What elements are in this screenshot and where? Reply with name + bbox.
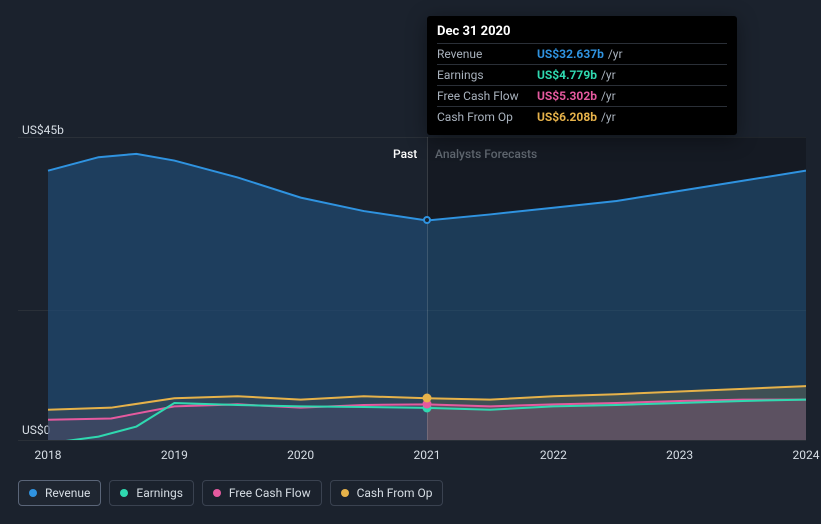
hover-tooltip: Dec 31 2020 RevenueUS$32.637b/yrEarnings… xyxy=(427,16,737,135)
tooltip-unit: /yr xyxy=(601,89,616,103)
x-tick: 2022 xyxy=(540,448,567,462)
tooltip-value: US$4.779b xyxy=(537,68,597,82)
tooltip-value: US$32.637b xyxy=(537,47,604,61)
tooltip-row-revenue: RevenueUS$32.637b/yr xyxy=(437,43,727,64)
tooltip-date: Dec 31 2020 xyxy=(437,24,727,43)
x-tick: 2024 xyxy=(793,448,820,462)
hover-marker-cash_from_op xyxy=(423,394,432,403)
tooltip-label: Revenue xyxy=(437,47,537,61)
tooltip-unit: /yr xyxy=(601,110,616,124)
legend-label: Earnings xyxy=(136,486,183,500)
legend-item-free_cash_flow[interactable]: Free Cash Flow xyxy=(202,480,322,506)
legend-label: Revenue xyxy=(45,486,90,500)
tooltip-row-cash_from_op: Cash From OpUS$6.208b/yr xyxy=(437,106,727,127)
legend-swatch xyxy=(120,489,128,497)
x-tick: 2019 xyxy=(161,448,188,462)
tooltip-unit: /yr xyxy=(601,68,616,82)
legend-swatch xyxy=(29,489,37,497)
tooltip-value: US$6.208b xyxy=(537,110,597,124)
legend-item-cash_from_op[interactable]: Cash From Op xyxy=(330,480,444,506)
legend: Revenue Earnings Free Cash Flow Cash From O… xyxy=(18,480,443,506)
legend-label: Free Cash Flow xyxy=(229,486,311,500)
tooltip-label: Free Cash Flow xyxy=(437,89,537,103)
tooltip-value: US$5.302b xyxy=(537,89,597,103)
gridline-bot xyxy=(18,440,806,441)
tooltip-label: Earnings xyxy=(437,68,537,82)
financials-chart: Dec 31 2020 RevenueUS$32.637b/yrEarnings… xyxy=(0,0,821,524)
x-tick: 2020 xyxy=(287,448,314,462)
legend-swatch xyxy=(213,489,221,497)
legend-label: Cash From Op xyxy=(357,486,433,500)
tooltip-row-earnings: EarningsUS$4.779b/yr xyxy=(437,64,727,85)
x-tick: 2018 xyxy=(35,448,62,462)
tooltip-label: Cash From Op xyxy=(437,110,537,124)
chart-area[interactable]: US$45b US$0 Past Analysts Forecasts xyxy=(18,120,806,440)
x-tick: 2021 xyxy=(414,448,441,462)
legend-item-earnings[interactable]: Earnings xyxy=(109,480,194,506)
tooltip-unit: /yr xyxy=(608,47,623,61)
x-tick: 2023 xyxy=(666,448,693,462)
tooltip-row-free_cash_flow: Free Cash FlowUS$5.302b/yr xyxy=(437,85,727,106)
x-axis: 2018201920202021202220232024 xyxy=(18,448,806,468)
hover-marker-revenue xyxy=(423,216,431,224)
chart-svg xyxy=(18,120,806,440)
legend-swatch xyxy=(341,489,349,497)
legend-item-revenue[interactable]: Revenue xyxy=(18,480,101,506)
